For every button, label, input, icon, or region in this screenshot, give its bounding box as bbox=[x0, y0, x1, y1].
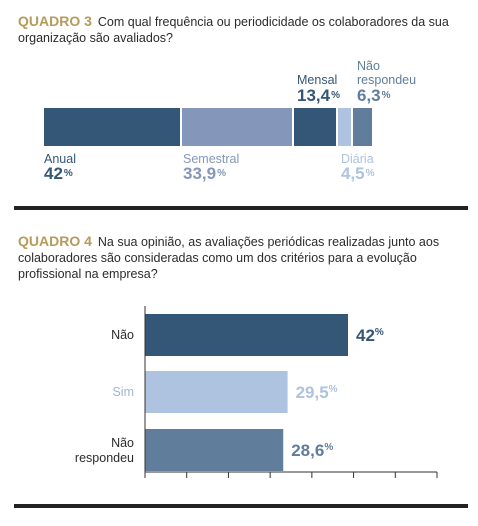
bar-segment-diaria bbox=[338, 108, 352, 146]
value-label-anual: 42% bbox=[44, 164, 73, 183]
value-label-1: 29,5% bbox=[296, 383, 338, 402]
bar-segment-semestral bbox=[182, 108, 293, 146]
category-label-2: Não respondeu bbox=[75, 436, 134, 465]
category-label-nao-respondeu: Não respondeu bbox=[357, 59, 417, 87]
bar-sim bbox=[145, 371, 288, 413]
bar-segment-mensal bbox=[294, 108, 337, 146]
value-label-2: 28,6% bbox=[291, 441, 333, 460]
category-label-mensal: Mensal bbox=[297, 73, 338, 87]
value-label-nao-respondeu: 6,3% bbox=[357, 86, 391, 105]
category-label-1: Sim bbox=[112, 385, 134, 399]
category-label-0: Não bbox=[111, 328, 134, 342]
quadro3-header: QUADRO 3 Com qual frequência ou periodici… bbox=[18, 13, 468, 46]
bar-n-o-respondeu bbox=[145, 429, 284, 471]
section-divider-bottom bbox=[14, 504, 468, 508]
quadro3-question: Com qual frequência ou periodicidade os … bbox=[18, 15, 449, 45]
bar-segment-anual bbox=[44, 108, 181, 146]
category-label-semestral: Semestral bbox=[183, 152, 240, 166]
section-divider-top bbox=[14, 206, 468, 210]
value-label-semestral: 33,9% bbox=[183, 164, 226, 183]
value-label-diaria: 4,5% bbox=[341, 164, 375, 183]
value-label-0: 42% bbox=[356, 326, 384, 345]
category-label-anual: Anual bbox=[44, 152, 76, 166]
bar-segment-nao-respondeu bbox=[353, 108, 372, 146]
quadro4-question: Na sua opinião, as avaliações periódicas… bbox=[18, 235, 440, 281]
bar-n-o bbox=[145, 314, 348, 356]
category-label-diaria: Diária bbox=[341, 152, 374, 166]
quadro3-label: QUADRO 3 bbox=[18, 13, 92, 29]
quadro4-label: QUADRO 4 bbox=[18, 233, 92, 249]
value-label-mensal: 13,4% bbox=[297, 86, 340, 105]
quadro4-header: QUADRO 4 Na sua opinião, as avaliações pe… bbox=[18, 233, 468, 282]
